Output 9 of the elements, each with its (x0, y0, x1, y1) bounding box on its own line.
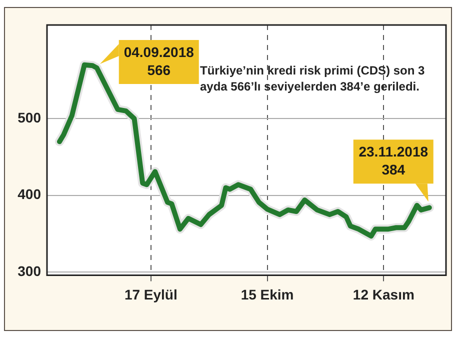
x-tick-label: 15 Ekim (240, 286, 294, 302)
x-tick-label: 12 Kasım (352, 286, 414, 302)
x-tick-label: 17 Eylül (124, 286, 178, 302)
annotation: Türkiye’nin kredi risk primi (CDS) son 3 ayda 566’lı seviyelerden 384’e geriledi. (200, 63, 426, 94)
y-tick-label: 400 (18, 186, 42, 202)
annotation: 23.11.2018 384 (358, 144, 428, 178)
annotation: 04.09.2018 566 (124, 44, 194, 78)
y-tick-label: 300 (18, 262, 42, 279)
y-tick-label: 500 (18, 109, 42, 126)
